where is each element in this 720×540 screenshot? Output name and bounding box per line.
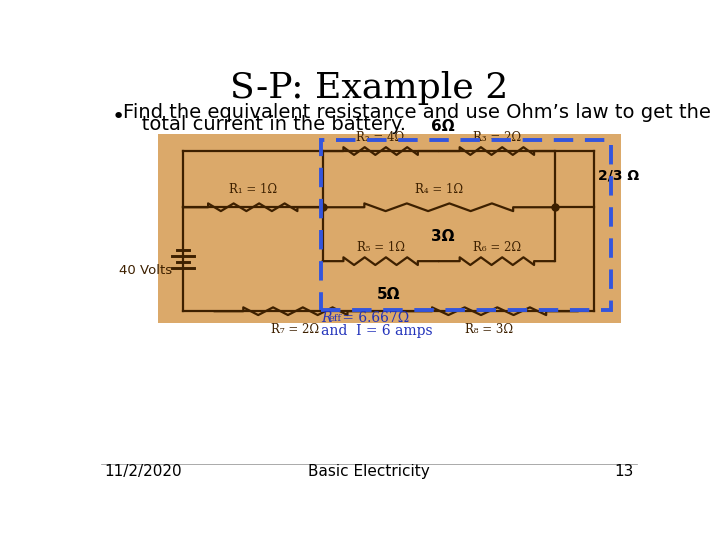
- Text: 13: 13: [615, 464, 634, 479]
- Text: Basic Electricity: Basic Electricity: [308, 464, 430, 479]
- Text: S-P: Example 2: S-P: Example 2: [230, 71, 508, 105]
- Text: R₁ = 1Ω: R₁ = 1Ω: [229, 184, 276, 197]
- Text: •: •: [112, 107, 125, 127]
- Text: R₅ = 1Ω: R₅ = 1Ω: [356, 241, 405, 254]
- Text: and  I = 6 amps: and I = 6 amps: [321, 323, 433, 338]
- Text: eff: eff: [329, 314, 342, 322]
- Text: = 6.667Ω: = 6.667Ω: [338, 311, 409, 325]
- Text: R₂ = 4Ω: R₂ = 4Ω: [356, 131, 405, 144]
- Text: R₃ = 2Ω: R₃ = 2Ω: [473, 131, 521, 144]
- Polygon shape: [158, 134, 621, 323]
- Text: R₇ = 2Ω: R₇ = 2Ω: [271, 323, 320, 336]
- Text: 5Ω: 5Ω: [377, 287, 400, 302]
- Text: 40 Volts: 40 Volts: [119, 264, 172, 277]
- Text: 3Ω: 3Ω: [431, 229, 454, 244]
- Text: total current in the battery.: total current in the battery.: [122, 116, 405, 134]
- Text: 6Ω: 6Ω: [431, 119, 454, 134]
- Text: 11/2/2020: 11/2/2020: [104, 464, 181, 479]
- Text: 2/3 Ω: 2/3 Ω: [598, 168, 639, 183]
- Text: Find the equivalent resistance and use Ohm’s law to get the: Find the equivalent resistance and use O…: [122, 103, 711, 122]
- Text: R: R: [321, 311, 331, 325]
- Text: R₈ = 3Ω: R₈ = 3Ω: [465, 323, 513, 336]
- Text: R₆ = 2Ω: R₆ = 2Ω: [473, 241, 521, 254]
- Text: R₄ = 1Ω: R₄ = 1Ω: [415, 184, 463, 197]
